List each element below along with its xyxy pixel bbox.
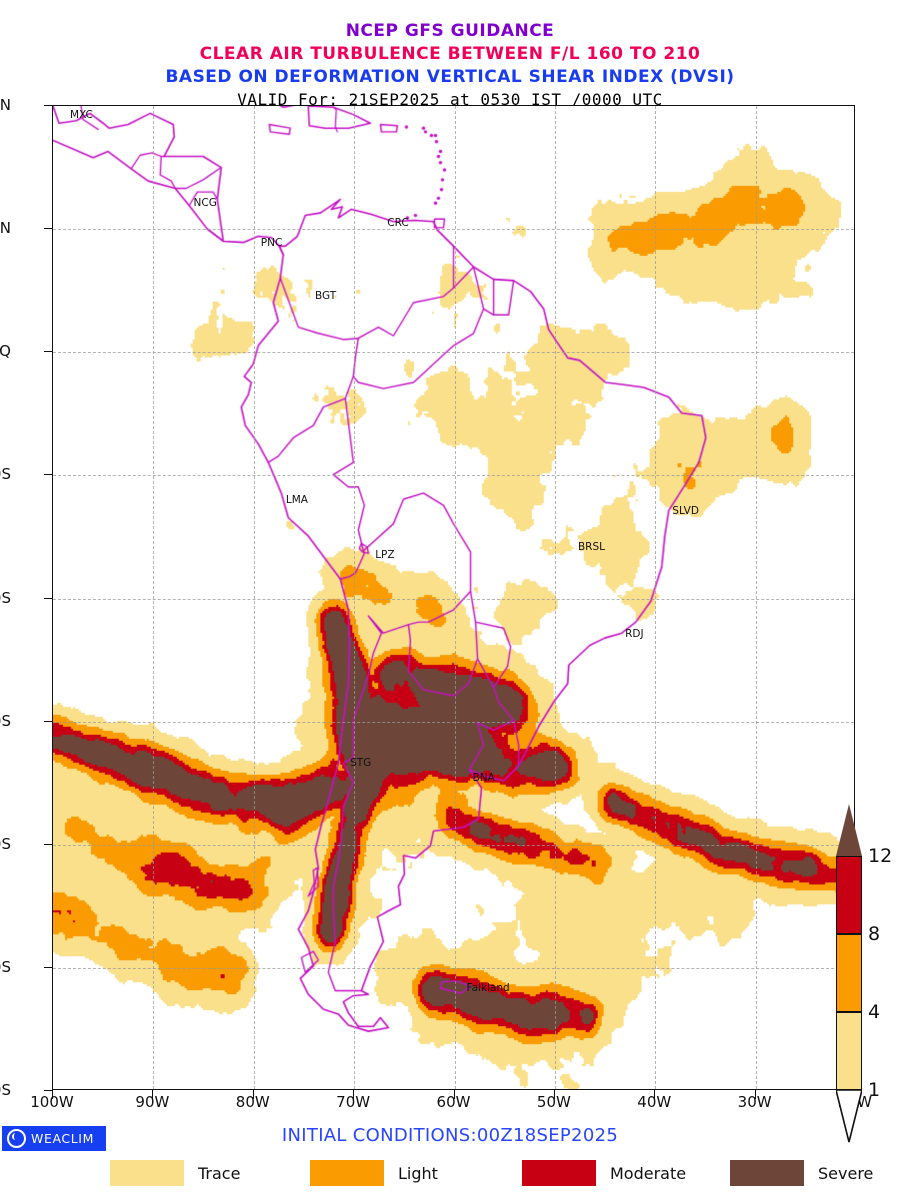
y-axis-label: 20S xyxy=(0,588,11,607)
legend-item: Moderate xyxy=(522,1160,686,1186)
city-label: CRC xyxy=(387,216,409,229)
city-label: STG xyxy=(350,757,372,770)
gridline-horizontal xyxy=(53,229,854,231)
legend-label: Moderate xyxy=(610,1163,687,1183)
y-axis-tick xyxy=(44,720,53,722)
y-axis-label: 50S xyxy=(0,957,11,976)
x-axis-tick xyxy=(252,1090,254,1099)
x-axis-tick xyxy=(353,1090,355,1099)
legend-label: Severe xyxy=(818,1163,874,1183)
title-subtitle: CLEAR AIR TURBULENCE BETWEEN F/L 160 TO … xyxy=(199,44,701,64)
city-label: MXC xyxy=(70,108,93,121)
gridline-vertical xyxy=(354,106,356,1089)
severity-legend: Trace Light Moderate Severe xyxy=(0,1160,900,1194)
x-axis-label: 40W xyxy=(637,1093,672,1111)
legend-item: Light xyxy=(310,1160,438,1186)
legend-label: Light xyxy=(398,1163,438,1183)
colorbar-segment-light xyxy=(836,934,862,1012)
gridline-horizontal xyxy=(53,352,854,354)
y-axis-label: EQ xyxy=(0,342,11,361)
y-axis-tick xyxy=(44,1090,53,1091)
colorbar-segment-trace xyxy=(836,1012,862,1090)
page-title: NCEP GFS GUIDANCE xyxy=(345,21,555,41)
colorbar-severe-tip xyxy=(836,804,862,856)
gridline-horizontal xyxy=(53,721,854,723)
x-axis-tick xyxy=(654,1090,656,1099)
city-label: BRSL xyxy=(577,540,605,553)
gridline-vertical xyxy=(454,106,456,1089)
y-axis-tick xyxy=(44,597,53,599)
y-axis-tick xyxy=(44,105,53,106)
gridline-horizontal xyxy=(53,475,854,477)
x-axis-tick xyxy=(754,1090,756,1099)
legend-label: Trace xyxy=(198,1163,241,1183)
legend-item: Trace xyxy=(110,1160,240,1186)
map-plot-area[interactable]: MXC NCG PNC CRC BGT LMA LPZ BRSL SLVD RDJ STG BNA Fa… xyxy=(52,105,855,1090)
x-axis-tick xyxy=(152,1090,154,1099)
gridline-vertical xyxy=(554,106,556,1089)
colorbar-tick-label: 4 xyxy=(868,1001,881,1023)
x-axis-tick xyxy=(553,1090,555,1099)
city-label: Falkland xyxy=(466,981,510,994)
cat-heatmap-canvas xyxy=(53,106,854,1089)
x-axis-label: 70W xyxy=(336,1093,371,1111)
legend-swatch xyxy=(110,1160,184,1186)
gridline-horizontal xyxy=(53,844,854,846)
city-label: LPZ xyxy=(375,549,395,562)
y-axis-label: 30S xyxy=(0,711,11,730)
x-axis-label: 30W xyxy=(737,1093,772,1111)
gridline-vertical xyxy=(655,106,657,1089)
y-axis-label: 40S xyxy=(0,834,11,853)
city-label: NCG xyxy=(193,197,217,210)
title-method: BASED ON DEFORMATION VERTICAL SHEAR INDE… xyxy=(165,67,735,87)
x-axis-label: 80W xyxy=(235,1093,270,1111)
gridline-vertical xyxy=(253,106,255,1089)
colorbar-segment-moderate xyxy=(836,856,862,934)
gridline-vertical xyxy=(153,106,155,1089)
colorbar-tick-label: 1 xyxy=(868,1079,881,1101)
city-label: SLVD xyxy=(672,505,699,518)
legend-swatch xyxy=(730,1160,804,1186)
legend-swatch xyxy=(522,1160,596,1186)
x-axis-label: 60W xyxy=(436,1093,471,1111)
y-axis-label: 20N xyxy=(0,96,11,114)
city-label: BGT xyxy=(314,289,337,302)
city-label: BNA xyxy=(472,772,495,785)
colorbar-tick-label: 8 xyxy=(868,923,881,945)
y-axis-tick xyxy=(44,351,53,353)
x-axis-tick xyxy=(52,1090,53,1099)
legend-item: Severe xyxy=(730,1160,873,1186)
y-axis-tick xyxy=(44,474,53,476)
initial-conditions-text: INITIAL CONDITIONS:00Z18SEP2025 xyxy=(281,1125,619,1146)
city-label: PNC xyxy=(260,236,283,249)
colorbar-none-tip-outline xyxy=(836,1089,862,1143)
colorbar-tick-label: 12 xyxy=(868,845,893,867)
weaclim-label: WEACLIM xyxy=(31,1131,94,1146)
gridline-horizontal xyxy=(53,967,854,969)
y-axis-tick xyxy=(44,966,53,968)
x-axis-label: 50W xyxy=(536,1093,571,1111)
gridline-horizontal xyxy=(53,598,854,600)
y-axis-tick xyxy=(44,843,53,845)
legend-swatch xyxy=(310,1160,384,1186)
colorbar: 12 8 4 1 xyxy=(836,804,892,1143)
y-axis-label: 10N xyxy=(0,219,11,238)
x-axis-label: 100W xyxy=(30,1093,74,1111)
title-block: NCEP GFS GUIDANCE CLEAR AIR TURBULENCE B… xyxy=(0,0,900,109)
city-label: LMA xyxy=(285,494,308,506)
city-label: RDJ xyxy=(625,628,644,641)
y-axis-tick xyxy=(44,228,53,230)
title-validtime: VALID For: 21SEP2025 at 0530 IST /0000 U… xyxy=(237,90,663,109)
weaclim-circle-icon xyxy=(7,1129,26,1148)
y-axis-label: 10S xyxy=(0,465,11,484)
x-axis-tick xyxy=(453,1090,455,1099)
y-axis-label: 60S xyxy=(0,1081,11,1099)
x-axis-label: 90W xyxy=(135,1093,170,1111)
weaclim-logo: WEACLIM xyxy=(2,1126,106,1151)
gridline-vertical xyxy=(755,106,757,1089)
